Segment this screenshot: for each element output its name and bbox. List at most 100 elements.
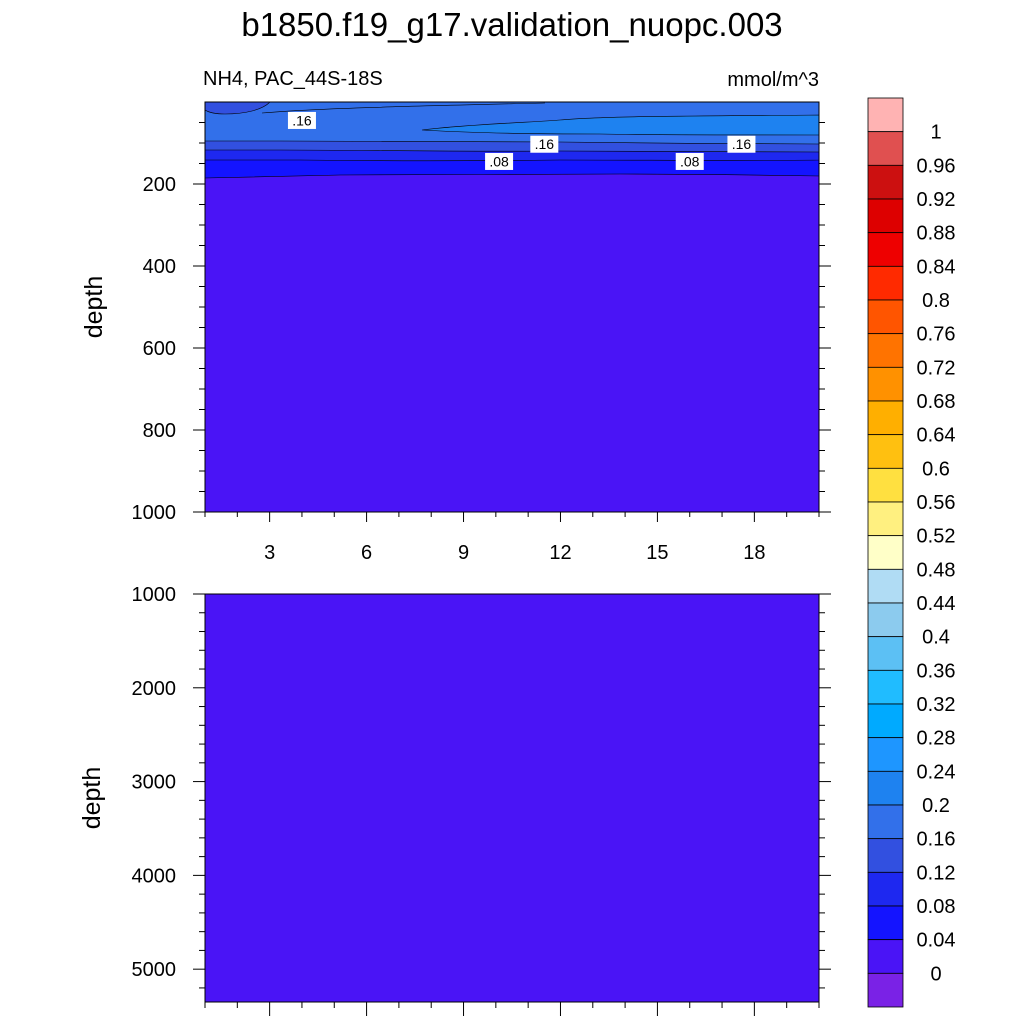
colorbar-label: 0.2 bbox=[922, 795, 950, 817]
bottom-frame bbox=[204, 593, 820, 1003]
contour-label: .08 bbox=[680, 153, 700, 169]
colorbar-box bbox=[867, 164, 904, 200]
colorbar: 1 0.96 0.92 0.88 0.84 0.8 0.76 0.72 0.68 0.64 0.6 0… bbox=[867, 97, 956, 1008]
colorbar-box bbox=[867, 669, 904, 705]
colorbar-label: 0.84 bbox=[917, 256, 956, 278]
colorbar-label: 0.4 bbox=[922, 627, 950, 649]
colorbar-label: 0.92 bbox=[917, 189, 956, 211]
colorbar-label: 0.24 bbox=[917, 761, 956, 783]
colorbar-box bbox=[867, 400, 904, 436]
variable-label: NH4, PAC_44S-18S bbox=[203, 68, 383, 90]
colorbar-box bbox=[867, 770, 904, 806]
bottom-y-tick-label: 4000 bbox=[132, 865, 177, 887]
colorbar-box bbox=[867, 602, 904, 638]
colorbar-box bbox=[867, 905, 904, 941]
top-y-axis-label: depth bbox=[80, 276, 108, 339]
colorbar-box bbox=[867, 972, 904, 1008]
bottom-y-axis-label: depth bbox=[78, 767, 106, 830]
colorbar-label: 0.48 bbox=[917, 559, 956, 581]
colorbar-label: 0.04 bbox=[917, 930, 956, 952]
colorbar-label: 0.96 bbox=[917, 155, 956, 177]
colorbar-label: 1 bbox=[930, 122, 941, 144]
top-contour-line-upper bbox=[261, 102, 546, 114]
colorbar-label: 0 bbox=[930, 963, 941, 985]
contour-label: .16 bbox=[535, 136, 555, 152]
contour-label-box bbox=[485, 152, 514, 170]
bottom-y-tick-label: 1000 bbox=[132, 584, 177, 606]
colorbar-box bbox=[867, 434, 904, 469]
colorbar-box bbox=[867, 636, 904, 671]
colorbar-label: 0.32 bbox=[917, 694, 956, 716]
contour-label: .08 bbox=[489, 153, 509, 169]
colorbar-label: 0.36 bbox=[917, 660, 956, 682]
top-x-tick-label: 12 bbox=[549, 542, 571, 564]
colorbar-label: 0.28 bbox=[917, 728, 956, 750]
colorbar-label: 0.88 bbox=[917, 223, 956, 245]
top-y-axis: 200 400 600 800 1000 bbox=[132, 122, 831, 524]
top-y-tick-label: 600 bbox=[143, 338, 176, 360]
colorbar-label: 0.6 bbox=[922, 458, 950, 480]
top-x-tick-label: 3 bbox=[264, 542, 275, 564]
colorbar-label: 0.72 bbox=[917, 357, 956, 379]
contour-label-box bbox=[727, 135, 756, 153]
colorbar-box bbox=[867, 737, 904, 772]
contour-label: .16 bbox=[732, 136, 752, 152]
colorbar-box bbox=[867, 568, 904, 604]
bottom-y-axis: 1000 2000 3000 4000 5000 bbox=[132, 584, 831, 989]
contour-label: .16 bbox=[292, 112, 312, 128]
top-panel: .16 .16 .16 .08 .08 3 6 9 12 15 18 200 400 600 800 10… bbox=[80, 101, 831, 564]
colorbar-box bbox=[867, 838, 904, 873]
top-x-tick-label: 6 bbox=[361, 542, 372, 564]
top-contour-labels: .16 .16 .16 .08 .08 bbox=[287, 111, 756, 170]
colorbar-box bbox=[867, 871, 904, 907]
colorbar-box bbox=[867, 501, 904, 537]
colorbar-label: 0.56 bbox=[917, 492, 956, 514]
figure-title: b1850.f19_g17.validation_nuopc.003 bbox=[241, 6, 782, 43]
top-contour-field bbox=[205, 102, 819, 512]
colorbar-labels: 1 0.96 0.92 0.88 0.84 0.8 0.76 0.72 0.68 0.64 0.6 0… bbox=[917, 122, 956, 986]
colorbar-box bbox=[867, 198, 904, 234]
colorbar-boxes bbox=[867, 97, 904, 1008]
colorbar-label: 0.52 bbox=[917, 526, 956, 548]
bottom-contour-field bbox=[205, 594, 819, 1002]
colorbar-label: 0.44 bbox=[917, 593, 956, 615]
bottom-y-tick-label: 5000 bbox=[132, 959, 177, 981]
colorbar-label: 0.08 bbox=[917, 896, 956, 918]
colorbar-box bbox=[867, 265, 904, 301]
bottom-panel: 1000 2000 3000 4000 5000 depth bbox=[78, 584, 831, 1016]
contour-label-box bbox=[287, 111, 316, 129]
top-x-tick-label: 18 bbox=[743, 542, 765, 564]
bottom-y-tick-label: 2000 bbox=[132, 678, 177, 700]
colorbar-box bbox=[867, 703, 904, 739]
colorbar-box bbox=[867, 939, 904, 974]
top-y-tick-label: 400 bbox=[143, 256, 176, 278]
contour-label-box bbox=[675, 152, 704, 170]
top-x-tick-label: 9 bbox=[458, 542, 469, 564]
units-label: mmol/m^3 bbox=[727, 69, 819, 91]
colorbar-label: 0.16 bbox=[917, 829, 956, 851]
top-y-tick-label: 800 bbox=[143, 420, 176, 442]
colorbar-box bbox=[867, 232, 904, 267]
colorbar-label: 0.64 bbox=[917, 425, 956, 447]
bottom-y-tick-label: 3000 bbox=[132, 772, 177, 794]
colorbar-box bbox=[867, 535, 904, 570]
colorbar-label: 0.8 bbox=[922, 290, 950, 312]
colorbar-box bbox=[867, 299, 904, 335]
top-y-tick-label: 200 bbox=[143, 174, 176, 196]
colorbar-label: 0.76 bbox=[917, 324, 956, 346]
colorbar-box bbox=[867, 333, 904, 368]
top-band-0.2-0.24 bbox=[421, 114, 819, 136]
colorbar-box bbox=[867, 131, 904, 166]
colorbar-label: 0.12 bbox=[917, 862, 956, 884]
colorbar-label: 0.68 bbox=[917, 391, 956, 413]
top-y-tick-label: 1000 bbox=[132, 502, 177, 524]
colorbar-box bbox=[867, 804, 904, 840]
bottom-x-ticks bbox=[204, 1002, 820, 1016]
colorbar-box bbox=[867, 97, 904, 133]
top-surface-patch bbox=[205, 102, 271, 115]
colorbar-box bbox=[867, 366, 904, 402]
top-x-tick-label: 15 bbox=[646, 542, 668, 564]
contour-label-box bbox=[530, 135, 559, 153]
colorbar-box bbox=[867, 467, 904, 503]
